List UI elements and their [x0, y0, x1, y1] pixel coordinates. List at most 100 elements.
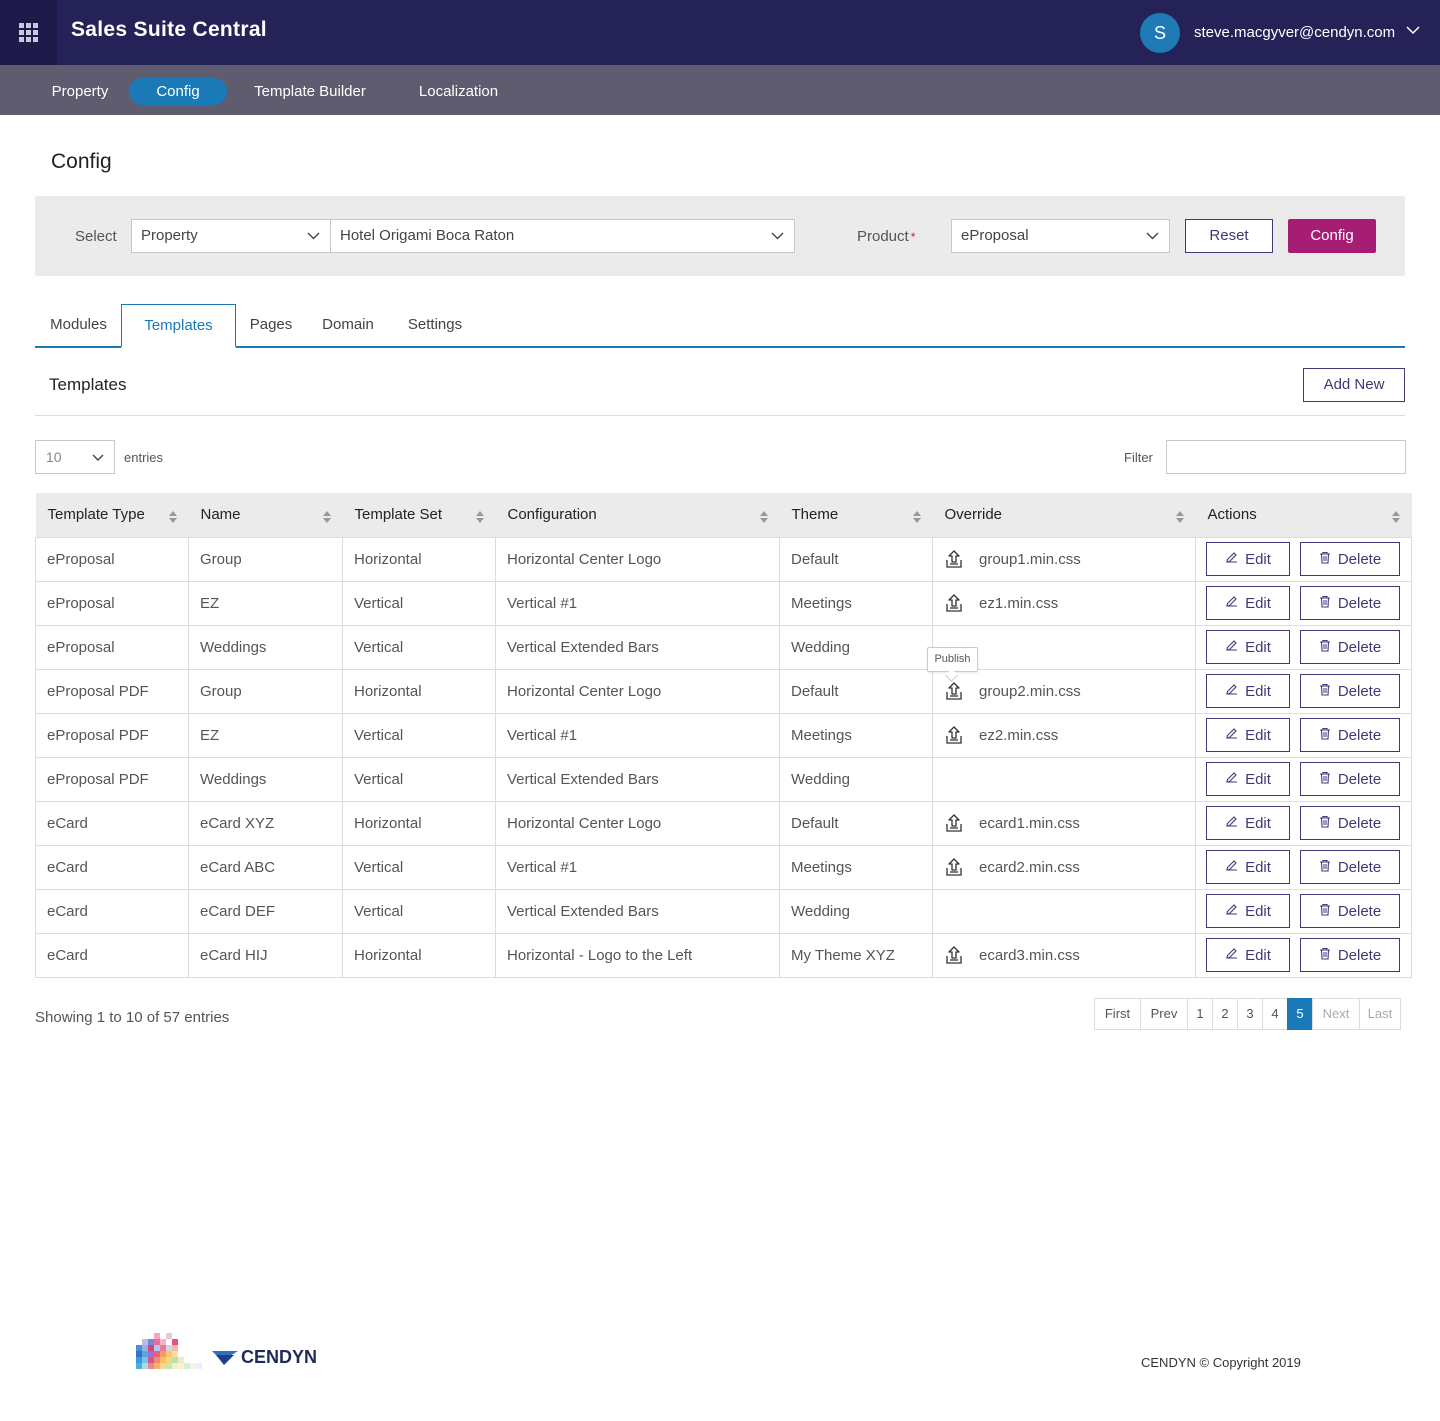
page-title: Config [51, 150, 112, 173]
table-cell: Group [188, 536, 343, 582]
config-button[interactable]: Config [1288, 219, 1376, 253]
delete-button[interactable]: Delete [1300, 630, 1400, 664]
edit-button[interactable]: Edit [1206, 850, 1290, 884]
cendyn-logo: CENDYN [136, 1333, 317, 1369]
tab-templates[interactable]: Templates [121, 304, 236, 348]
nav-item-localization[interactable]: Localization [418, 83, 499, 100]
override-cell: ez2.min.css [932, 712, 1196, 758]
delete-button[interactable]: Delete [1300, 894, 1400, 928]
delete-button[interactable]: Delete [1300, 542, 1400, 576]
column-header[interactable]: Name [188, 493, 343, 537]
tab-pages[interactable]: Pages [249, 316, 293, 333]
entries-select-value: 10 [46, 449, 62, 465]
select-panel: Select Property Hotel Origami Boca Raton… [35, 196, 1405, 276]
publish-icon[interactable] [944, 813, 964, 833]
page-button-prev[interactable]: Prev [1140, 998, 1188, 1030]
tab-bar: Modules Templates Pages Domain Settings [35, 304, 1405, 348]
table-row: eProposal Group Horizontal Horizontal Cente… [35, 536, 1412, 582]
override-cell: group1.min.css [932, 536, 1196, 582]
nav-item-property[interactable]: Property [51, 83, 109, 100]
delete-button[interactable]: Delete [1300, 850, 1400, 884]
page-button-1[interactable]: 1 [1187, 998, 1213, 1030]
column-header[interactable]: Actions [1195, 493, 1412, 537]
override-file: group2.min.css [979, 682, 1081, 700]
publish-icon[interactable] [944, 593, 964, 613]
page-button-last[interactable]: Last [1359, 998, 1401, 1030]
page-button-3[interactable]: 3 [1237, 998, 1263, 1030]
edit-button[interactable]: Edit [1206, 542, 1290, 576]
edit-button[interactable]: Edit [1206, 806, 1290, 840]
edit-button[interactable]: Edit [1206, 938, 1290, 972]
column-header[interactable]: Configuration [495, 493, 780, 537]
page-button-5[interactable]: 5 [1287, 998, 1313, 1030]
publish-icon[interactable] [944, 857, 964, 877]
app-launcher-button[interactable] [0, 0, 57, 65]
override-file: ez2.min.css [979, 726, 1059, 744]
table-row: eProposal PDF EZ Vertical Vertical #1 Meetin… [35, 712, 1412, 758]
table-cell: Vertical [342, 844, 496, 890]
publish-icon[interactable] [944, 681, 964, 701]
delete-button[interactable]: Delete [1300, 586, 1400, 620]
publish-icon[interactable] [944, 549, 964, 569]
chevron-down-icon [307, 232, 320, 240]
delete-button[interactable]: Delete [1300, 806, 1400, 840]
user-email[interactable]: steve.macgyver@cendyn.com [1194, 24, 1396, 41]
override-file: ecard1.min.css [979, 814, 1080, 832]
tab-domain[interactable]: Domain [322, 316, 374, 333]
override-cell: group2.min.css [932, 668, 1196, 714]
property-select[interactable]: Hotel Origami Boca Raton [330, 219, 795, 253]
table-cell: Vertical Extended Bars [495, 756, 780, 802]
filter-input[interactable] [1166, 440, 1406, 474]
table-cell: eCard [35, 800, 189, 846]
edit-button[interactable]: Edit [1206, 630, 1290, 664]
table-cell: Vertical [342, 712, 496, 758]
table-cell: eProposal PDF [35, 756, 189, 802]
publish-icon[interactable] [944, 725, 964, 745]
delete-button[interactable]: Delete [1300, 674, 1400, 708]
delete-button[interactable]: Delete [1300, 938, 1400, 972]
avatar[interactable]: S [1140, 13, 1180, 53]
nav-item-config[interactable]: Config [129, 78, 227, 105]
delete-button[interactable]: Delete [1300, 718, 1400, 752]
nav-item-template-builder[interactable]: Template Builder [254, 83, 366, 100]
product-select[interactable]: eProposal [951, 219, 1170, 253]
add-new-button[interactable]: Add New [1303, 368, 1405, 402]
publish-icon[interactable] [944, 945, 964, 965]
page-button-2[interactable]: 2 [1212, 998, 1238, 1030]
edit-button[interactable]: Edit [1206, 718, 1290, 752]
main-nav: Property Config Template Builder Localiz… [0, 65, 1440, 115]
table-cell: Vertical Extended Bars [495, 624, 780, 670]
column-header[interactable]: Template Type [35, 493, 189, 537]
pencil-icon [1225, 815, 1245, 832]
table-cell: My Theme XYZ [779, 932, 933, 978]
tab-settings[interactable]: Settings [407, 316, 463, 333]
edit-button[interactable]: Edit [1206, 674, 1290, 708]
column-header[interactable]: Override [932, 493, 1196, 537]
table-cell: eProposal PDF [35, 712, 189, 758]
reset-button[interactable]: Reset [1185, 219, 1273, 253]
edit-button[interactable]: Edit [1206, 586, 1290, 620]
section-title: Templates [49, 375, 127, 394]
tab-modules[interactable]: Modules [50, 316, 107, 333]
sort-icon [322, 511, 331, 523]
table-cell: eCard XYZ [188, 800, 343, 846]
table-cell: Horizontal [342, 668, 496, 714]
edit-button[interactable]: Edit [1206, 762, 1290, 796]
delete-button[interactable]: Delete [1300, 762, 1400, 796]
edit-button[interactable]: Edit [1206, 894, 1290, 928]
table-row: eProposal PDF Group Horizontal Horizontal C… [35, 668, 1412, 714]
column-header[interactable]: Template Set [342, 493, 496, 537]
table-cell: eCard [35, 844, 189, 890]
sort-icon [168, 511, 177, 523]
page-button-next[interactable]: Next [1312, 998, 1360, 1030]
table-cell: Meetings [779, 580, 933, 626]
pencil-icon [1225, 771, 1245, 788]
column-header[interactable]: Theme [779, 493, 933, 537]
svg-text:CENDYN: CENDYN [241, 1347, 317, 1367]
type-select[interactable]: Property [131, 219, 331, 253]
page-button-first[interactable]: First [1094, 998, 1141, 1030]
actions-cell: Edit Delete [1195, 536, 1412, 582]
chevron-down-icon[interactable] [1406, 26, 1420, 35]
page-button-4[interactable]: 4 [1262, 998, 1288, 1030]
entries-select[interactable]: 10 [35, 440, 115, 474]
